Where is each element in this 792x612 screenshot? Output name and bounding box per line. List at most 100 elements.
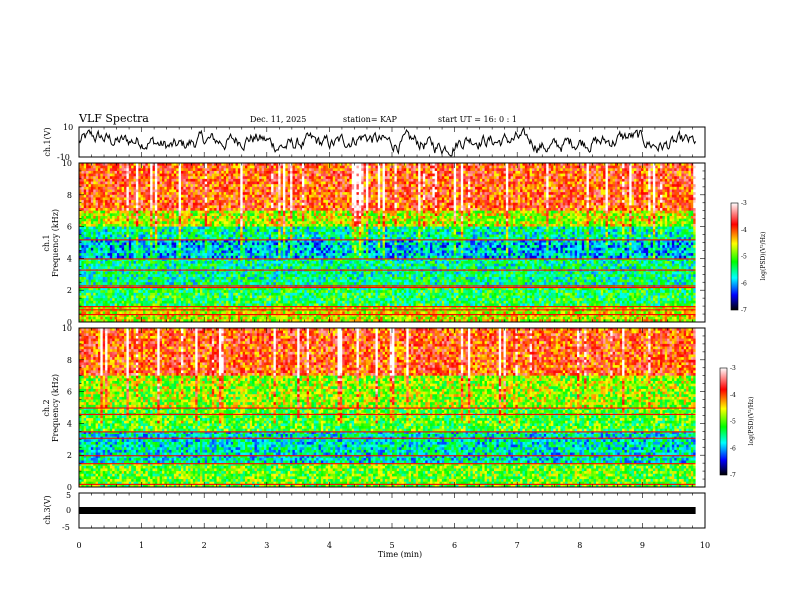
spectrogram-cell — [643, 194, 647, 198]
spectrogram-cell — [216, 173, 220, 177]
spectrogram-cell — [619, 194, 623, 198]
spectrogram-cell — [401, 168, 405, 172]
spectrogram-cell — [375, 186, 379, 190]
spectrogram-cell — [693, 184, 697, 188]
spectrogram-cell — [569, 163, 573, 167]
spectrogram-cell — [513, 208, 516, 212]
spectrogram-cell — [178, 168, 182, 172]
spectrogram-cell — [567, 200, 571, 204]
spectrogram-cell — [173, 163, 177, 167]
spectrogram-cell — [536, 168, 540, 172]
spectrogram-cell — [577, 176, 580, 180]
spectrogram-cell — [451, 205, 455, 209]
spectrogram-cell — [384, 202, 388, 206]
spectrogram-cell — [572, 194, 576, 198]
spectrogram-cell — [320, 163, 324, 167]
spectrogram-cell — [209, 186, 213, 190]
spectrogram-cell — [344, 194, 348, 198]
spectrogram-cell — [422, 181, 426, 185]
spectrogram-cell — [531, 186, 535, 190]
spectrogram-cell — [342, 200, 346, 204]
spectrogram-cell — [429, 197, 433, 201]
spectrogram-cell — [370, 197, 374, 201]
spectrogram-cell — [622, 173, 625, 177]
spectrogram-cell — [228, 173, 232, 177]
spectrogram-cell — [154, 205, 158, 209]
spectrogram-cell — [252, 205, 255, 209]
spectrogram-cell — [392, 184, 395, 188]
spectrogram-cell — [629, 178, 632, 182]
spectrogram-cell — [145, 184, 149, 188]
spectrogram-cell — [135, 210, 139, 214]
spectrogram-cell — [387, 181, 391, 185]
spectrogram-cell — [124, 186, 127, 190]
spectrogram-cell — [375, 163, 379, 167]
spectrogram-cell — [486, 170, 490, 174]
spectrogram-cell — [555, 181, 559, 185]
spectrogram-cell — [159, 173, 163, 177]
spectrogram-cell — [477, 189, 481, 193]
spectrogram-cell — [178, 205, 182, 209]
spectrogram-cell — [318, 165, 322, 169]
spectrogram-cell — [313, 178, 317, 182]
spectrogram-cell — [112, 189, 115, 193]
spectrogram-cell — [83, 168, 87, 172]
spectrogram-cell — [119, 173, 123, 177]
spectrogram-cell — [645, 194, 649, 198]
spectrogram-cell — [154, 168, 158, 172]
spectrogram-cell — [237, 186, 241, 190]
spectrogram-cell — [607, 173, 611, 177]
spectrogram-cell — [356, 168, 360, 172]
spectrogram-cell — [598, 194, 602, 198]
spectrogram-cell — [565, 178, 568, 182]
spectrogram-cell — [342, 163, 346, 167]
spectrogram-cell — [209, 168, 213, 172]
spectrogram-cell — [444, 163, 447, 167]
spectrogram-cell — [498, 168, 502, 172]
spectrogram-cell — [311, 205, 315, 209]
spectrogram-cell — [650, 176, 654, 180]
spectrogram-cell — [624, 197, 628, 201]
spectrogram-cell — [344, 189, 348, 193]
spectrogram-cell — [124, 205, 127, 209]
spectrogram-cell — [515, 165, 519, 169]
spectrogram-cell — [439, 205, 443, 209]
spectrogram-cell — [138, 173, 142, 177]
spectrogram-cell — [145, 202, 149, 206]
spectrogram-cell — [382, 173, 386, 177]
spectrogram-cell — [593, 163, 597, 167]
spectrogram-cell — [555, 184, 559, 188]
spectrogram-cell — [444, 189, 447, 193]
spectrogram-cell — [188, 202, 191, 206]
spectrogram-cell — [188, 165, 191, 169]
spectrogram-cell — [316, 178, 319, 182]
spectrogram-cell — [403, 192, 407, 196]
spectrogram-cell — [567, 186, 571, 190]
spectrogram-cell — [223, 178, 227, 182]
spectrogram-cell — [159, 202, 163, 206]
spectrogram-cell — [603, 165, 606, 169]
spectrogram-cell — [363, 200, 367, 204]
spectrogram-cell — [541, 186, 545, 190]
spectrogram-cell — [674, 173, 678, 177]
spectrogram-cell — [422, 176, 426, 180]
spectrogram-cell — [536, 170, 540, 174]
spectrogram-cell — [365, 189, 369, 193]
spectrogram-cell — [380, 194, 383, 198]
spectrogram-cell — [546, 165, 549, 169]
spectrogram-cell — [361, 192, 364, 196]
spectrogram-cell — [339, 200, 343, 204]
spectrogram-cell — [90, 208, 94, 212]
spectrogram-cell — [612, 184, 616, 188]
spectrogram-cell — [437, 210, 440, 214]
spectrogram-cell — [363, 178, 367, 182]
spectrogram-cell — [676, 205, 680, 209]
spectrogram-cell — [83, 197, 87, 201]
spectrogram-cell — [411, 184, 414, 188]
spectrogram-cell — [287, 189, 291, 193]
spectrogram-cell — [624, 184, 628, 188]
spectrogram-cell — [441, 205, 445, 209]
spectrogram-cell — [567, 173, 571, 177]
spectrogram-cell — [332, 197, 336, 201]
spectrogram-cell — [522, 173, 526, 177]
